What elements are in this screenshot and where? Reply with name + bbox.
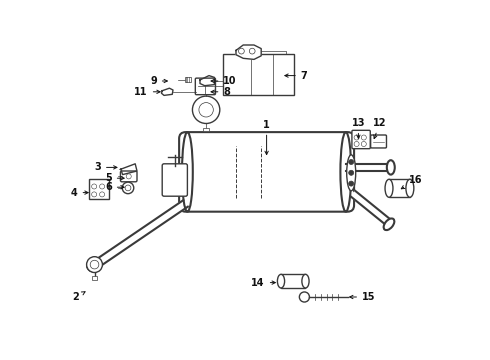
Circle shape [299,292,310,302]
Polygon shape [121,164,137,175]
Circle shape [90,260,99,269]
Text: 5: 5 [105,173,124,183]
Circle shape [354,135,359,140]
Circle shape [361,135,367,140]
Circle shape [126,174,131,179]
Bar [203,128,209,131]
Polygon shape [200,76,215,86]
Text: 14: 14 [251,278,275,288]
Circle shape [361,141,367,147]
Circle shape [87,257,102,273]
Circle shape [199,103,213,117]
Text: 11: 11 [134,87,160,97]
Circle shape [92,192,97,197]
Circle shape [193,96,220,123]
Circle shape [125,185,131,191]
Text: 16: 16 [401,175,422,189]
Ellipse shape [182,132,193,212]
FancyBboxPatch shape [370,135,387,148]
FancyBboxPatch shape [179,132,354,212]
Text: 7: 7 [285,71,308,81]
Polygon shape [94,200,188,268]
Ellipse shape [384,219,394,230]
Circle shape [99,184,104,189]
Text: 13: 13 [352,118,365,138]
Ellipse shape [277,274,285,288]
Text: 15: 15 [350,292,375,302]
Circle shape [122,182,134,194]
FancyBboxPatch shape [162,164,187,196]
FancyBboxPatch shape [196,78,216,95]
Circle shape [349,181,354,186]
Circle shape [92,184,97,189]
Bar [185,77,191,82]
Circle shape [249,48,255,54]
Bar [281,274,305,288]
Bar [90,179,109,199]
Text: 8: 8 [211,87,230,97]
Circle shape [349,170,354,175]
Text: 6: 6 [105,182,124,192]
Text: 4: 4 [71,188,88,198]
Circle shape [354,141,359,147]
Text: 12: 12 [373,118,387,139]
Text: 1: 1 [263,120,270,154]
Ellipse shape [341,132,351,212]
Ellipse shape [347,155,356,191]
Text: 9: 9 [150,76,168,86]
Ellipse shape [302,274,309,288]
Text: 2: 2 [73,292,85,302]
FancyBboxPatch shape [352,130,370,149]
Bar [389,179,410,197]
Ellipse shape [385,179,393,197]
Circle shape [349,159,354,165]
Polygon shape [236,45,261,59]
Ellipse shape [87,263,97,271]
Text: 3: 3 [94,162,117,172]
Text: 10: 10 [211,76,237,86]
Bar [92,276,98,280]
Polygon shape [351,191,390,224]
FancyBboxPatch shape [121,171,137,182]
Bar [223,54,294,95]
Circle shape [239,48,245,54]
Ellipse shape [406,179,414,197]
Polygon shape [162,88,173,95]
Polygon shape [346,164,389,171]
Ellipse shape [387,160,395,175]
Circle shape [99,192,104,197]
